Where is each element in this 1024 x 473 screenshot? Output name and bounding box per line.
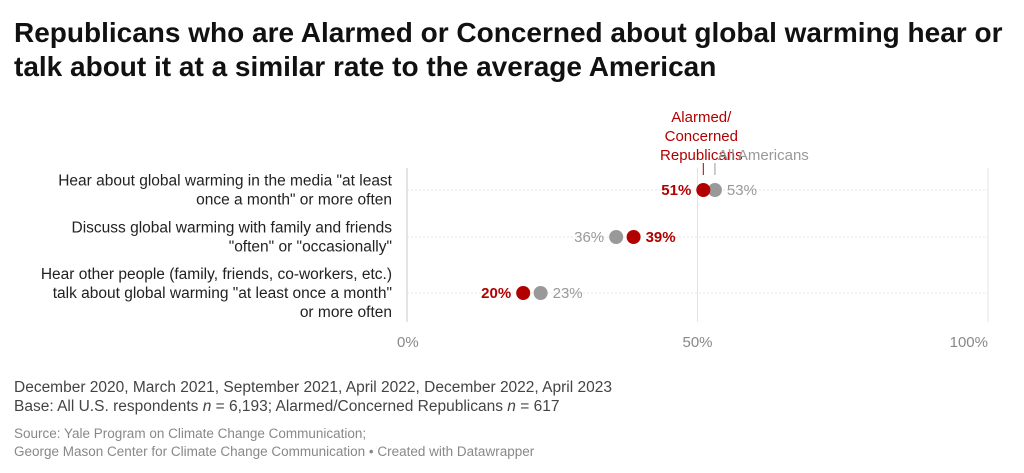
legend-label-republicans: Republicans bbox=[660, 147, 743, 164]
dot-all-americans bbox=[533, 286, 548, 300]
x-tick-label: 0% bbox=[397, 334, 419, 351]
base-mid: = 6,193; Alarmed/Concerned Republicans bbox=[211, 398, 508, 415]
legend-label-republicans: Concerned bbox=[665, 128, 738, 145]
base-prefix: Base: All U.S. respondents bbox=[14, 398, 203, 415]
source-line-1: Source: Yale Program on Climate Change C… bbox=[14, 426, 367, 441]
value-label-all-americans: 36% bbox=[574, 229, 604, 246]
dot-all-americans bbox=[609, 230, 624, 244]
chart-title: Republicans who are Alarmed or Concerned… bbox=[14, 17, 1003, 82]
chart-notes: December 2020, March 2021, September 202… bbox=[14, 378, 612, 416]
base-end: = 617 bbox=[515, 398, 560, 415]
n-symbol: n bbox=[507, 398, 516, 415]
n-symbol: n bbox=[202, 398, 212, 415]
dot-alarmed-concerned-republicans bbox=[696, 183, 711, 197]
dot-alarmed-concerned-republicans bbox=[626, 230, 641, 244]
survey-dates-note: December 2020, March 2021, September 202… bbox=[14, 379, 612, 396]
row-label: "often" or "occasionally" bbox=[229, 239, 392, 256]
x-tick-label: 50% bbox=[682, 334, 712, 351]
x-tick-label: 100% bbox=[950, 334, 988, 351]
value-label-all-americans: 53% bbox=[727, 182, 757, 199]
source-note: Source: Yale Program on Climate Change C… bbox=[14, 425, 534, 461]
row-label: or more often bbox=[300, 304, 392, 321]
legend-label-republicans: Alarmed/ bbox=[671, 109, 732, 126]
row-label: once a month" or more often bbox=[196, 192, 392, 209]
value-label-republicans: 51% bbox=[661, 182, 691, 199]
legend-label-all-americans: All Americans bbox=[718, 147, 809, 164]
value-label-all-americans: 23% bbox=[553, 285, 583, 302]
row-label: Hear about global warming in the media "… bbox=[58, 173, 392, 190]
source-line-2: George Mason Center for Climate Change C… bbox=[14, 444, 535, 459]
row-label: talk about global warming "at least once… bbox=[53, 285, 392, 302]
value-label-republicans: 39% bbox=[646, 229, 676, 246]
dot-plot-chart: 0% 50% 100% Hear about global warming in th… bbox=[41, 109, 989, 351]
row-label: Hear other people (family, friends, co-w… bbox=[41, 266, 392, 283]
sample-base-note: Base: All U.S. respondents n = 6,193; Al… bbox=[14, 397, 612, 416]
dot-all-americans bbox=[707, 183, 722, 197]
row-label: Discuss global warming with family and f… bbox=[72, 220, 393, 237]
value-label-republicans: 20% bbox=[481, 285, 511, 302]
dot-alarmed-concerned-republicans bbox=[516, 286, 531, 300]
